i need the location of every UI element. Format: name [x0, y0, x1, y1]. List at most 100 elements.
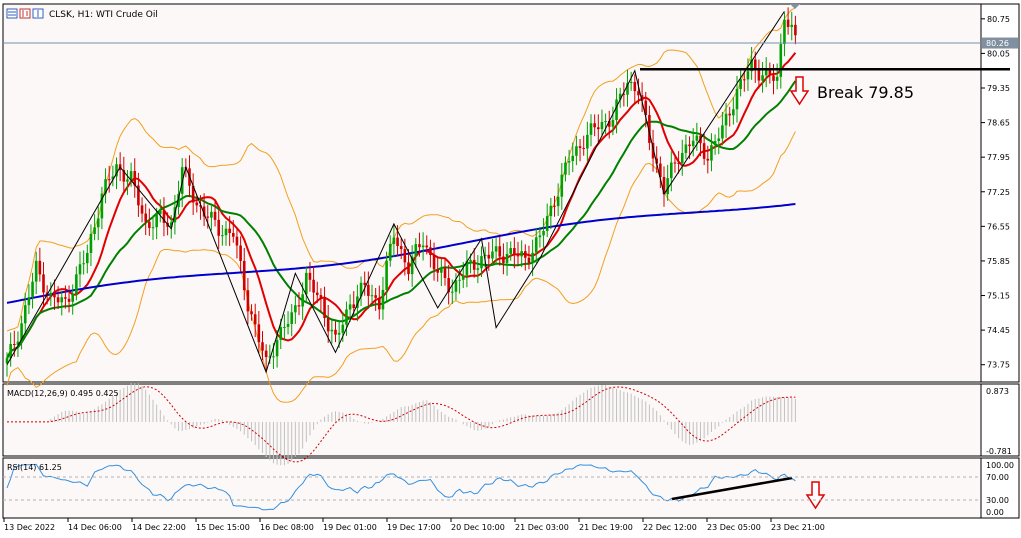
macd-axis-top: 0.873: [986, 387, 1009, 396]
candle-body: [786, 19, 790, 28]
price-tick-label: 77.95: [987, 153, 1010, 162]
candle-body: [89, 233, 93, 253]
candle-body: [13, 344, 16, 346]
candle-body: [151, 227, 155, 229]
candle-body: [677, 162, 680, 164]
candle-body: [140, 205, 144, 214]
candle-body: [673, 162, 677, 164]
candle-body: [629, 81, 633, 84]
candle-body: [403, 249, 407, 263]
candle-body: [155, 214, 158, 228]
candle-body: [38, 260, 42, 275]
candle-body: [556, 196, 560, 207]
candle-body: [644, 100, 648, 115]
candle-body: [337, 332, 341, 335]
candle-body: [582, 147, 585, 149]
candle-body: [78, 264, 82, 275]
candle-body: [476, 268, 480, 270]
candle-body: [710, 145, 713, 161]
candle-body: [378, 297, 381, 310]
candle-body: [82, 263, 85, 265]
chart-menu-icon[interactable]: [6, 8, 18, 19]
macd-axis-bottom: -0.781: [986, 447, 1012, 456]
candle-body: [571, 155, 575, 162]
candle-body: [695, 135, 699, 141]
candle-body: [651, 142, 655, 159]
candle-body: [436, 269, 439, 273]
candle-body: [691, 140, 695, 147]
candle-body: [5, 358, 9, 364]
candle-body: [23, 305, 27, 324]
rsi-down-arrow-icon: [805, 481, 826, 510]
rsi-tick-100: 100.00: [986, 461, 1014, 470]
candle-body: [323, 298, 326, 319]
chart-type-icon[interactable]: [19, 8, 31, 19]
candle-body: [753, 59, 757, 70]
candle-body: [86, 252, 89, 264]
candle-body: [764, 68, 768, 76]
candle-body: [593, 123, 596, 128]
candle-body: [578, 146, 582, 148]
candle-body: [169, 222, 173, 227]
macd-plot: [7, 382, 796, 466]
time-tick-label: 20 Dec 10:00: [451, 523, 505, 532]
candle-body: [348, 304, 352, 310]
candle-body: [505, 253, 509, 264]
candle-body: [655, 158, 658, 164]
time-tick-label: 14 Dec 22:00: [132, 523, 186, 532]
chart-window-icon[interactable]: [32, 8, 44, 19]
candle-body: [122, 169, 126, 182]
candle-body: [483, 254, 487, 257]
candle-body: [257, 324, 261, 343]
candle-body: [330, 329, 334, 332]
candle-body: [553, 205, 556, 207]
candle-body: [195, 202, 199, 206]
time-tick-label: 15 Dec 15:00: [196, 523, 250, 532]
candle-body: [345, 309, 348, 325]
candle-body: [750, 59, 753, 72]
candle-body: [432, 255, 436, 270]
rsi-label: RSI(14) 61.25: [7, 463, 62, 472]
candle-body: [425, 245, 429, 248]
candle-body: [104, 179, 107, 194]
candle-body: [761, 75, 764, 81]
candle-body: [111, 176, 115, 180]
candle-body: [487, 254, 491, 259]
candle-body: [210, 211, 213, 218]
candle-body: [297, 305, 301, 307]
rsi-tick-30: 30.00: [986, 496, 1009, 505]
candle-body: [60, 297, 64, 303]
candle-body: [491, 251, 494, 259]
price-tick-label: 75.85: [987, 257, 1010, 266]
candle-body: [684, 144, 688, 153]
candle-body: [49, 292, 53, 295]
candle-body: [779, 44, 783, 77]
candle-body: [100, 193, 104, 219]
candle-body: [520, 251, 523, 257]
candle-body: [494, 246, 498, 252]
candle-body: [728, 113, 731, 116]
candle-body: [367, 284, 370, 296]
break-annotation: Break 79.85: [817, 83, 914, 102]
candle-body: [429, 247, 432, 256]
current-price-badge: [982, 37, 1018, 49]
candle-body: [250, 311, 253, 315]
candle-body: [359, 282, 363, 297]
candle-body: [228, 228, 231, 233]
candle-body: [418, 244, 421, 248]
candle-body: [461, 275, 465, 280]
candle-body: [666, 178, 669, 195]
candle-body: [688, 144, 691, 147]
candle-body: [301, 294, 304, 307]
candle-body: [27, 297, 31, 306]
candle-body: [451, 291, 454, 293]
time-tick-label: 21 Dec 03:00: [515, 523, 569, 532]
candle-body: [775, 76, 779, 81]
candle-body: [545, 216, 549, 231]
candle-body: [308, 272, 312, 280]
candle-body: [286, 323, 290, 327]
candle-body: [721, 125, 724, 139]
candle-body: [224, 228, 228, 236]
candle-body: [399, 246, 403, 250]
candle-body: [502, 256, 505, 264]
